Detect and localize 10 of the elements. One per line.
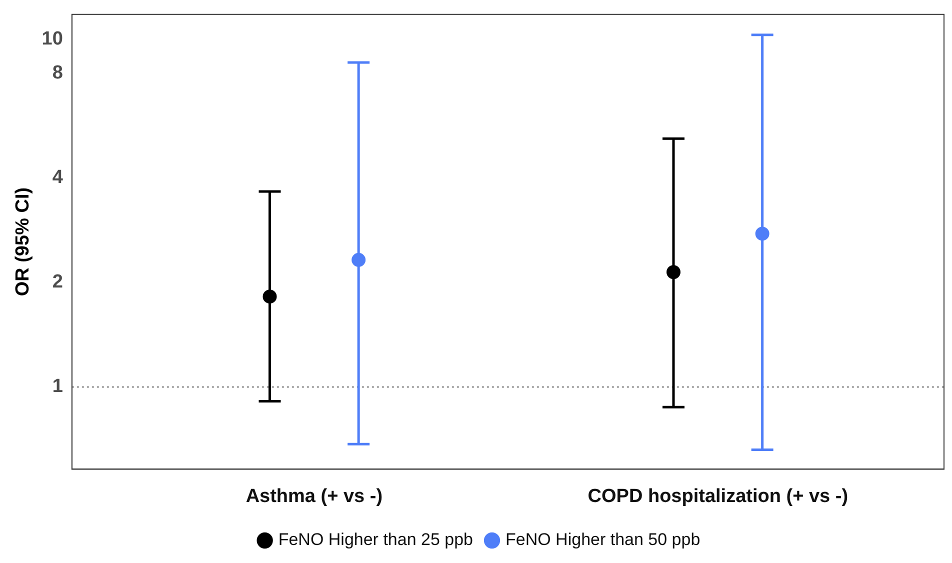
x-tick-label: COPD hospitalization (+ vs -) [588,486,848,507]
legend-label: FeNO Higher than 50 ppb [506,530,700,550]
y-tick-label: 2 [52,272,63,293]
y-tick-label: 8 [52,62,63,84]
y-tick-label: 1 [52,376,64,398]
x-tick-label: Asthma (+ vs -) [246,486,383,507]
legend-label: FeNO Higher than 25 ppb [278,530,473,550]
y-axis-title: OR (95% CI) [12,187,34,296]
y-tick-label: 10 [42,28,63,50]
y-tick-label: 4 [52,166,64,188]
